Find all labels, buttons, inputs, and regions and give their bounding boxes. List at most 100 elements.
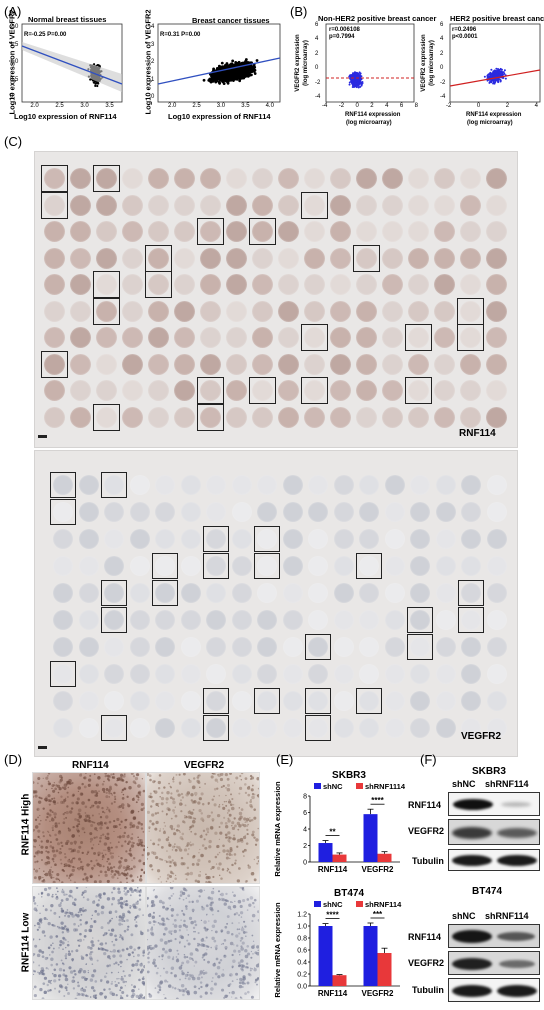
highlight-box [101, 715, 127, 741]
tissue-texture [172, 780, 175, 783]
tma-core [461, 556, 481, 576]
tissue-texture [207, 875, 211, 880]
tissue-texture [36, 953, 41, 958]
scatter-point [207, 78, 211, 82]
tma-core [356, 274, 377, 295]
tissue-texture [91, 943, 95, 947]
tissue-texture [159, 876, 162, 878]
tissue-texture [257, 827, 259, 830]
tissue-texture [228, 840, 231, 843]
tissue-texture [203, 838, 206, 841]
tissue-texture [168, 841, 171, 844]
tissue-texture [172, 800, 176, 805]
tma-core [226, 353, 247, 375]
tissue-texture [86, 898, 90, 901]
tissue-texture [134, 918, 136, 921]
tissue-texture [236, 944, 239, 947]
highlight-box [407, 634, 433, 660]
tissue-texture [60, 841, 63, 844]
tissue-texture [104, 873, 108, 877]
tissue-texture [64, 977, 69, 982]
tissue-texture [108, 808, 111, 811]
tissue-texture [96, 862, 100, 866]
tissue-texture [52, 942, 54, 945]
tma-core [330, 221, 351, 242]
tma-core [122, 247, 143, 269]
scatter-point [92, 81, 95, 84]
panel-a-label: (A) [4, 4, 22, 19]
tma-core [461, 664, 481, 684]
tissue-texture [125, 868, 128, 872]
tissue-texture [225, 836, 228, 839]
tma-core [104, 664, 124, 684]
tissue-texture [175, 773, 178, 776]
highlight-box [405, 377, 432, 404]
tma-core [308, 475, 328, 495]
tissue-texture [130, 933, 134, 937]
tissue-texture [47, 946, 51, 950]
tissue-texture [234, 862, 237, 865]
tissue-texture [168, 843, 172, 847]
tissue-texture [41, 950, 45, 954]
tissue-texture [143, 965, 145, 969]
tissue-texture [225, 804, 228, 807]
tissue-texture [124, 825, 127, 829]
tissue-texture [167, 836, 170, 839]
scatter-point [239, 75, 243, 79]
tissue-texture [76, 992, 79, 994]
tissue-texture [225, 948, 227, 950]
tissue-texture [219, 777, 224, 782]
tissue-texture [142, 789, 145, 793]
tissue-texture [216, 866, 221, 870]
tissue-texture [106, 897, 111, 901]
tma-core [180, 502, 201, 522]
tma-core [486, 637, 507, 657]
tissue-texture [41, 880, 44, 883]
tma-core [53, 610, 73, 630]
scatter-point [94, 84, 97, 87]
tma-vegfr2-label: VEGFR2 [461, 731, 502, 742]
tissue-texture [121, 991, 125, 995]
tma-core [104, 610, 124, 630]
tissue-texture [34, 794, 38, 798]
tissue-texture [151, 813, 155, 817]
tma-core [180, 556, 201, 576]
tissue-texture [83, 831, 86, 834]
tma-core [53, 583, 73, 603]
tissue-texture [66, 791, 69, 794]
tissue-texture [226, 783, 231, 787]
scatter-point [351, 82, 354, 85]
tissue-texture [251, 913, 256, 918]
tissue-texture [155, 855, 159, 860]
tissue-texture [113, 865, 116, 869]
tissue-texture [58, 967, 63, 972]
tissue-texture [137, 821, 141, 825]
tma-core [486, 718, 507, 738]
tissue-texture [41, 955, 45, 959]
tissue-texture [169, 824, 174, 829]
tissue-texture [191, 862, 195, 866]
b-left-p: p=0.7994 [329, 34, 355, 40]
tissue-texture [38, 918, 42, 923]
tissue-texture [243, 823, 247, 828]
tissue-texture [63, 863, 66, 866]
scatter-point [499, 80, 502, 83]
tissue-texture [119, 954, 123, 958]
scatter-point [222, 66, 226, 69]
tick: 2 [315, 50, 319, 57]
tissue-texture [167, 939, 171, 943]
tissue-texture [46, 812, 50, 816]
tissue-texture [118, 855, 120, 858]
tissue-texture [162, 831, 166, 835]
tissue-texture [108, 929, 110, 931]
tissue-texture [118, 805, 122, 809]
tissue-texture [123, 831, 126, 835]
highlight-box [254, 526, 280, 552]
tissue-texture [224, 833, 228, 837]
tissue-texture [161, 901, 165, 905]
scatter-point [499, 68, 502, 71]
scatter-point [351, 86, 354, 89]
tick: -4 [315, 93, 321, 100]
tissue-texture [129, 945, 133, 950]
tma-core [304, 168, 325, 189]
